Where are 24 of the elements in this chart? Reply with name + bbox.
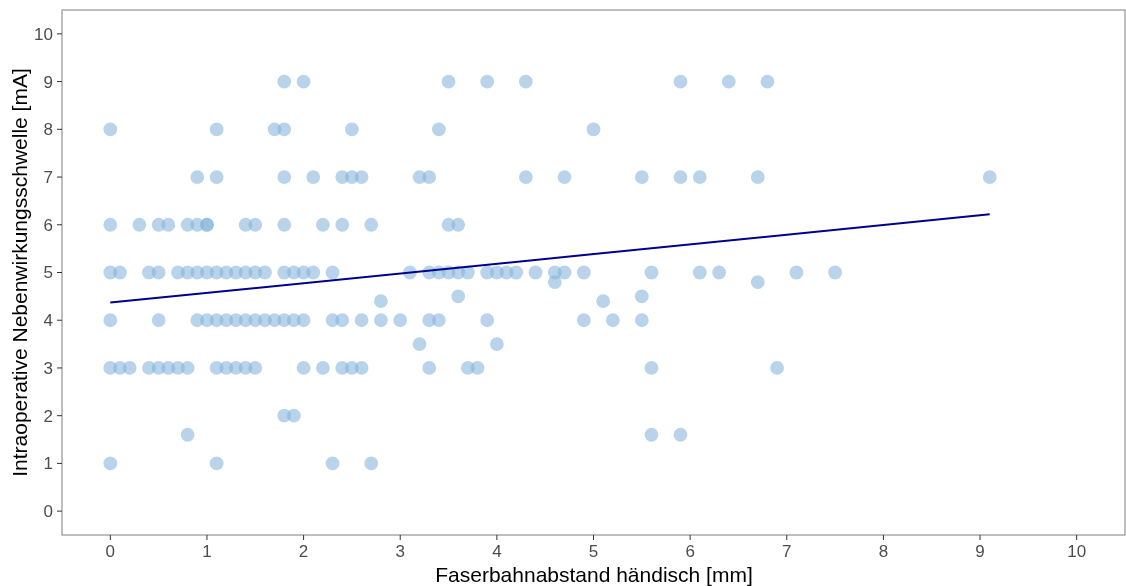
x-tick-label: 5 bbox=[588, 542, 599, 561]
x-tick-label: 8 bbox=[878, 542, 889, 561]
x-tick-label: 2 bbox=[298, 542, 309, 561]
x-tick-label: 7 bbox=[782, 542, 792, 561]
y-tick-label: 7 bbox=[43, 168, 53, 187]
y-tick-label: 9 bbox=[43, 72, 53, 92]
y-tick-label: 5 bbox=[43, 263, 53, 283]
y-tick-label: 2 bbox=[43, 406, 53, 426]
y-axis-title: Intraoperative Nebenwirkungsschwelle [mA] bbox=[8, 68, 31, 477]
x-axis-title: Faserbahnabstand händisch [mm] bbox=[435, 563, 753, 586]
x-tick-label: 0 bbox=[105, 542, 116, 561]
x-tick-label: 9 bbox=[975, 542, 985, 561]
y-tick-label: 0 bbox=[43, 502, 53, 522]
x-tick-label: 1 bbox=[202, 542, 212, 561]
y-tick-label: 10 bbox=[34, 24, 53, 44]
y-tick-label: 6 bbox=[43, 215, 53, 235]
y-tick-label: 4 bbox=[43, 311, 53, 331]
y-tick-label: 8 bbox=[43, 120, 53, 140]
x-tick-label: 6 bbox=[685, 542, 695, 561]
x-tick-label: 10 bbox=[1067, 542, 1087, 561]
x-tick-label: 3 bbox=[395, 542, 405, 561]
y-tick-label: 1 bbox=[43, 454, 53, 474]
y-tick-label: 3 bbox=[43, 358, 53, 378]
x-tick-label: 4 bbox=[492, 542, 502, 561]
